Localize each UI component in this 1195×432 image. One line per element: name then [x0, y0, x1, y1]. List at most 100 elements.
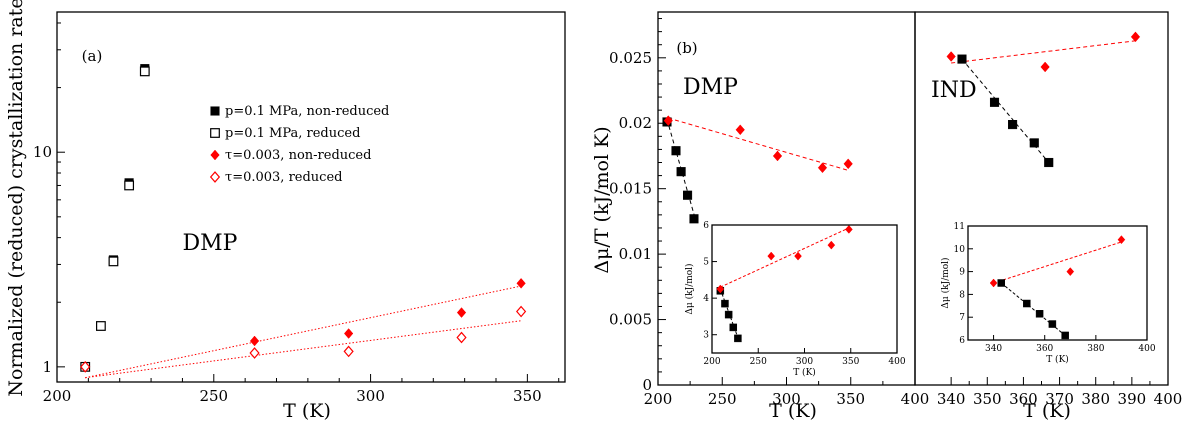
fit-line — [951, 40, 1136, 64]
inset-frame — [711, 224, 898, 354]
y-tick-label: 1 — [42, 358, 52, 376]
data-point — [108, 256, 119, 267]
y-tick-label: 0.02 — [619, 114, 652, 132]
legend-marker — [209, 171, 221, 183]
panel-a-frame — [56, 11, 566, 383]
inset-data-point — [997, 279, 1005, 287]
inset-x-axis-label: T (K) — [1046, 354, 1069, 365]
legend-marker — [210, 128, 220, 138]
x-tick-label: 400 — [901, 390, 930, 408]
inset-x-tick-label: 200 — [703, 357, 720, 367]
inset-series-1 — [716, 224, 853, 294]
inset-data-point — [1048, 320, 1057, 328]
data-point — [843, 158, 853, 170]
x-tick-label: 350 — [973, 390, 1002, 408]
data-point — [989, 97, 1000, 107]
series-1 — [663, 115, 853, 174]
x-tick-label: 250 — [199, 387, 228, 405]
x-axis-label: T (K) — [1023, 400, 1071, 422]
data-point — [249, 347, 260, 359]
inset-data-point — [767, 251, 776, 261]
subpanel-0: 200 250 300 350 400 DMP T (K) 200 250 300 350 400 3 4… — [644, 11, 930, 422]
inset-y-tick-label: 11 — [954, 222, 965, 232]
inset-y-axis-label: Δμ (kJ/mol) — [684, 263, 695, 314]
x-tick-label: 300 — [356, 387, 385, 405]
data-point — [671, 146, 681, 156]
inset-fit-line — [1000, 282, 1066, 336]
data-point — [735, 124, 745, 136]
legend-label: τ=0.003, reduced — [225, 170, 342, 185]
x-tick-label: 350 — [513, 387, 542, 405]
inset-x-tick-label: 400 — [1138, 344, 1155, 354]
panel-label: (a) — [82, 47, 103, 65]
legend-marker — [210, 106, 220, 116]
data-point — [139, 66, 150, 77]
dmp-annotation: DMP — [183, 231, 238, 256]
subpanel-annotation: IND — [931, 78, 977, 103]
inset-data-point — [845, 224, 853, 234]
inset-data-point — [989, 278, 998, 288]
x-tick-label: 350 — [836, 390, 865, 408]
inset-data-point — [1023, 299, 1031, 308]
inset: 200 250 300 350 400 3 4 5 6 T (K) Δμ (kJ/mol) — [684, 221, 906, 378]
data-point — [1040, 61, 1050, 73]
inset-data-point — [827, 240, 836, 250]
legend-label: τ=0.003, non-reduced — [225, 148, 371, 163]
inset-y-tick-label: 6 — [703, 221, 709, 231]
data-point — [456, 307, 467, 318]
data-point — [516, 305, 527, 318]
inset-y-tick-label: 5 — [703, 258, 709, 268]
subpanel-1: 340 350 360 370 380 390 400 IND T (K) 340 360 380 40… — [914, 11, 1182, 422]
y-tick-label: 0.025 — [609, 49, 652, 67]
inset-background — [712, 225, 897, 353]
fit-line — [85, 320, 522, 379]
data-point — [343, 345, 354, 358]
inset-data-point — [1117, 235, 1126, 245]
data-point — [249, 335, 260, 347]
y-tick-label: 10 — [33, 143, 52, 161]
data-point — [96, 321, 106, 331]
data-point — [1008, 120, 1018, 130]
x-tick-label: 200 — [644, 390, 673, 408]
inset-series-1 — [989, 235, 1126, 288]
y-tick-label: 0.01 — [619, 245, 652, 263]
inset-x-tick-label: 350 — [842, 357, 859, 367]
series-1 — [946, 31, 1141, 73]
x-tick-label: 390 — [1118, 390, 1147, 408]
inset-y-tick-label: 7 — [959, 313, 965, 323]
panel-b: 0 0.005 0.01 0.015 0.02 0.025 Δμ/T (kJ/mol K) (… — [591, 11, 1182, 422]
data-point — [1044, 157, 1054, 168]
inset-data-point — [1066, 267, 1075, 277]
inset-x-tick-label: 400 — [888, 357, 905, 367]
inset-fit-line — [720, 227, 850, 288]
y-tick-label: 0.015 — [609, 180, 652, 198]
inset-y-tick-label: 9 — [959, 268, 965, 278]
data-point — [683, 190, 693, 200]
inset-data-point — [724, 310, 733, 319]
data-point — [124, 180, 135, 191]
inset-data-point — [1061, 331, 1069, 340]
legend-marker — [210, 149, 220, 161]
x-tick-label: 250 — [708, 390, 737, 408]
inset-y-tick-label: 8 — [959, 290, 965, 300]
data-point — [1029, 138, 1039, 148]
data-point — [456, 331, 467, 344]
inset-x-tick-label: 380 — [1087, 344, 1104, 354]
series-1 — [80, 66, 150, 372]
inset-fit-line — [993, 241, 1122, 284]
data-point — [689, 214, 699, 224]
series-0 — [662, 117, 699, 224]
inset: 340 360 380 400 6 7 8 9 10 11 T (K) Δμ (kJ/mol) — [940, 222, 1156, 365]
x-tick-label: 370 — [1045, 390, 1074, 408]
data-point — [663, 115, 673, 126]
data-point — [957, 54, 967, 64]
fit-line — [85, 285, 522, 379]
series-2 — [80, 277, 526, 373]
inset-series-0 — [997, 279, 1069, 340]
y-tick-label: 0 — [642, 376, 652, 394]
x-tick-label: 380 — [1081, 390, 1110, 408]
inset-data-point — [716, 284, 725, 294]
inset-data-point — [729, 323, 738, 332]
data-point — [80, 360, 91, 373]
